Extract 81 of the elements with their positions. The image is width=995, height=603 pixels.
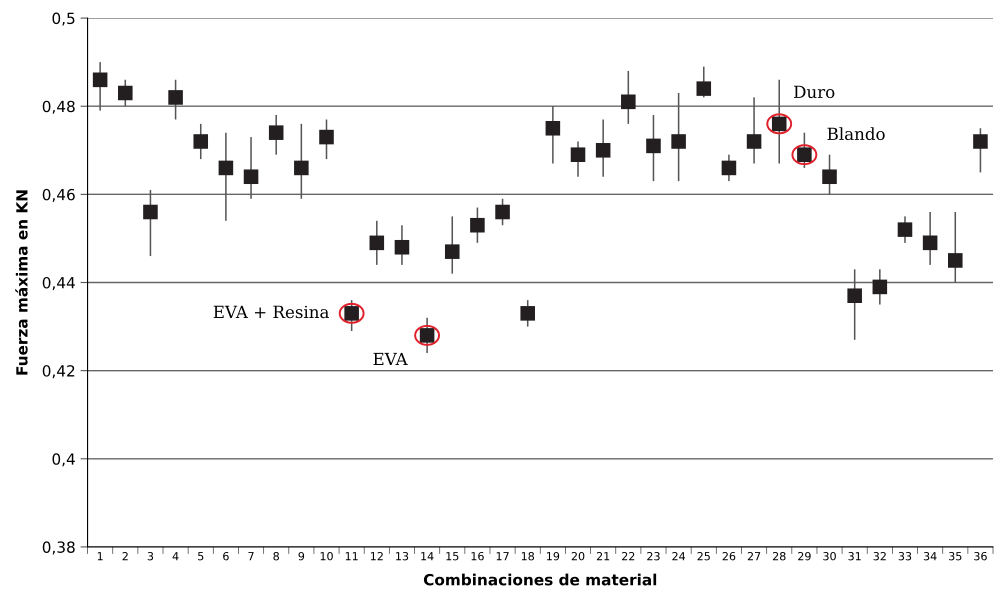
point	[822, 169, 837, 184]
point	[696, 81, 712, 96]
point	[922, 236, 938, 250]
point	[319, 130, 334, 144]
x-tick-label: 25	[698, 552, 710, 560]
x-tick-label: 20	[572, 552, 584, 560]
point	[394, 240, 410, 255]
x-tick-label: 35	[949, 552, 962, 560]
point	[168, 90, 183, 105]
x-tick-label: 26	[722, 552, 736, 560]
x-tick-label: 5	[198, 552, 204, 560]
x-tick-label: 18	[522, 552, 534, 560]
x-tick-label: 28	[772, 552, 786, 560]
y-tick-label: 0,48	[42, 100, 75, 114]
x-tick-label: 3	[148, 552, 154, 560]
x-tick-label: 6	[223, 552, 229, 560]
x-tick-label: 4	[172, 552, 178, 560]
y-tick-label: 0,5	[52, 12, 74, 26]
point	[218, 160, 234, 176]
point	[244, 169, 258, 184]
point	[898, 222, 912, 237]
x-tick-label: 21	[596, 552, 610, 560]
point	[596, 143, 610, 158]
point	[746, 134, 762, 149]
x-tick-label: 34	[924, 552, 937, 560]
point	[268, 125, 284, 140]
point	[847, 288, 862, 304]
point	[948, 253, 963, 268]
y-tick-label: 0,4	[52, 453, 75, 466]
x-tick-label: 8	[273, 552, 279, 560]
y-tick-label: 0,46	[42, 188, 75, 202]
point	[118, 86, 133, 100]
x-axis-title: Combinaciones de material	[424, 574, 656, 586]
point	[370, 236, 384, 250]
x-tick-label: 1	[98, 552, 103, 560]
point	[621, 94, 636, 110]
x-tick-label: 36	[974, 552, 987, 560]
x-tick-label: 14	[421, 552, 434, 560]
point	[722, 160, 736, 176]
point	[646, 138, 661, 154]
point	[570, 147, 586, 162]
annotation: EVA	[373, 352, 408, 365]
x-tick-label: 29	[798, 552, 811, 560]
x-tick-label: 24	[672, 552, 686, 560]
point	[470, 218, 485, 232]
x-tick-label: 33	[898, 552, 912, 560]
x-tick-label: 17	[496, 552, 509, 560]
x-tick-label: 16	[472, 552, 484, 560]
x-tick-label: 12	[370, 552, 383, 560]
point	[546, 120, 560, 136]
x-tick-label: 22	[622, 552, 634, 560]
point	[520, 306, 535, 321]
point	[92, 72, 108, 88]
x-tick-label: 11	[346, 552, 358, 560]
x-tick-label: 31	[848, 552, 861, 560]
point	[193, 134, 208, 149]
point	[973, 134, 988, 149]
x-tick-label: 7	[248, 552, 254, 560]
y-tick-label: 0,38	[42, 541, 75, 554]
x-tick-label: 9	[298, 552, 304, 560]
point	[143, 204, 158, 220]
point	[444, 244, 460, 259]
x-tick-label: 30	[823, 552, 836, 560]
point	[294, 160, 309, 176]
point	[872, 280, 888, 294]
x-tick-label: 13	[396, 552, 408, 560]
y-tick-label: 0,42	[42, 365, 74, 378]
annotation: Duro	[794, 86, 834, 98]
point	[671, 134, 686, 149]
x-tick-label: 2	[122, 552, 128, 560]
x-tick-label: 10	[320, 552, 333, 560]
x-tick-label: 15	[446, 552, 458, 560]
x-tick-label: 19	[547, 552, 560, 560]
x-tick-label: 32	[874, 552, 886, 560]
y-tick-label: 0,44	[42, 276, 75, 290]
y-axis-title: Fuerza máxima en KN	[15, 190, 28, 375]
x-tick-label: 27	[748, 552, 760, 560]
annotation: EVA + Resina	[214, 306, 329, 318]
annotation: Blando	[828, 127, 885, 140]
x-tick-label: 23	[647, 552, 660, 560]
point	[495, 204, 510, 220]
